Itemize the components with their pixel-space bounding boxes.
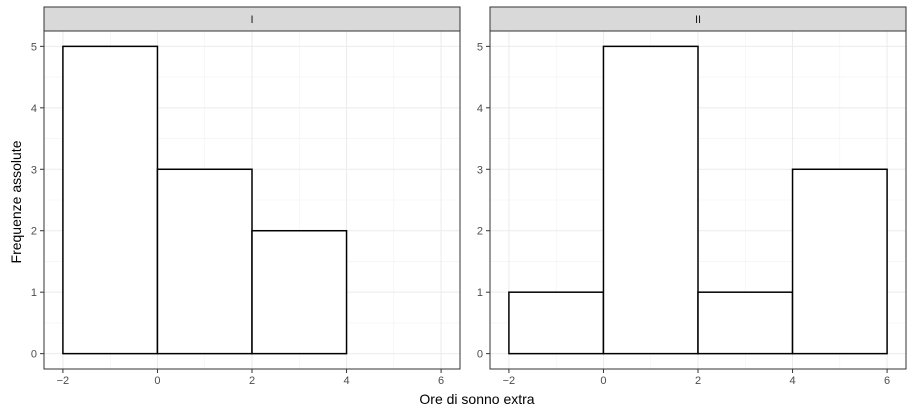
x-tick-label: 4 — [789, 375, 795, 387]
x-tick-label: −2 — [503, 375, 516, 387]
x-tick-label: 6 — [884, 375, 890, 387]
y-tick-label: 2 — [477, 226, 483, 238]
y-tick-label: 2 — [31, 226, 37, 238]
y-tick-label: 1 — [31, 287, 37, 299]
histogram-bar — [508, 291, 605, 355]
facet-strip-label: I — [250, 14, 253, 26]
y-tick-label: 4 — [477, 103, 483, 115]
facet-strip-label: II — [695, 14, 701, 26]
histogram-bar — [62, 45, 159, 355]
histogram-bar — [156, 168, 253, 355]
facet-panel-1: I −2 0 2 4 6 0 1 2 3 4 5 — [31, 6, 461, 387]
x-tick-label: 0 — [154, 375, 160, 387]
y-axis-title: Frequenze assolute — [8, 140, 24, 263]
y-tick-label: 5 — [477, 41, 483, 53]
x-tick-label: 2 — [695, 375, 701, 387]
y-tick-label: 3 — [31, 164, 37, 176]
facet-panel-2: II −2 0 2 4 6 0 1 2 3 4 5 — [477, 6, 907, 387]
x-tick-label: 4 — [343, 375, 349, 387]
y-tick-label: 0 — [477, 349, 483, 361]
facet-strip — [43, 6, 461, 32]
histogram-bar — [251, 229, 348, 355]
y-tick-label: 1 — [477, 287, 483, 299]
y-tick-label: 5 — [31, 41, 37, 53]
y-tick-label: 3 — [477, 164, 483, 176]
histogram-bar — [602, 45, 699, 355]
x-tick-label: 6 — [438, 375, 444, 387]
x-tick-label: 2 — [249, 375, 255, 387]
x-tick-label: 0 — [600, 375, 606, 387]
x-axis-title: Ore di sonno extra — [419, 391, 534, 407]
y-tick-label: 4 — [31, 103, 37, 115]
histogram-bar — [791, 168, 888, 355]
histogram-bar — [697, 291, 794, 355]
y-tick-label: 0 — [31, 349, 37, 361]
x-tick-label: −2 — [57, 375, 70, 387]
facet-panels: I −2 0 2 4 6 0 1 2 3 4 5 II −2 0 2 4 6 0 1 2 3 4 5 — [31, 6, 907, 387]
